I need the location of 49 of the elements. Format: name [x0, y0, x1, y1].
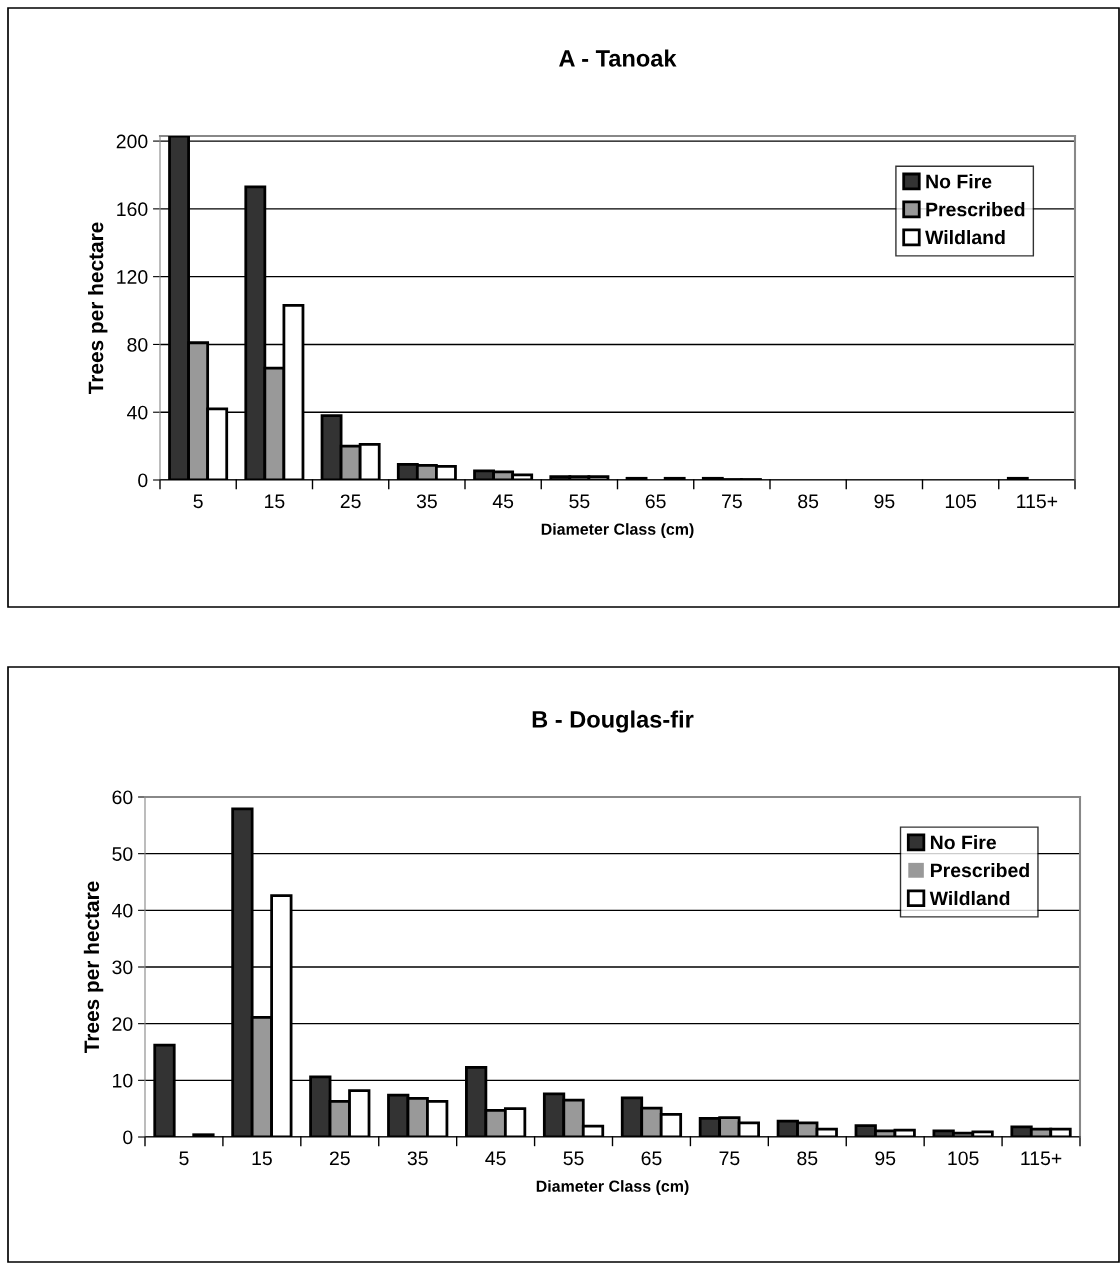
x-tick-label: 25	[340, 494, 361, 509]
x-tick-label: 5	[193, 494, 203, 509]
y-tick-label: 0	[138, 473, 148, 488]
chart-title: B - Douglas-fir	[532, 710, 694, 733]
y-axis-title: Trees per hectare	[88, 222, 108, 395]
y-tick-label: 160	[117, 202, 148, 217]
x-tick-label: 105	[948, 1151, 979, 1166]
x-tick-label: 85	[797, 1151, 818, 1166]
y-tick-label: 60	[112, 790, 133, 805]
y-tick-label: 40	[127, 405, 148, 420]
y-tick-label: 10	[113, 1073, 133, 1088]
y-tick-label: 200	[116, 134, 148, 149]
x-tick-label: 95	[874, 494, 895, 509]
legend-label: No Fire	[926, 174, 992, 189]
x-tick-label: 5	[179, 1151, 189, 1166]
x-tick-label: 75	[722, 494, 742, 509]
x-tick-label: 65	[645, 494, 666, 509]
legend-label: No Fire	[930, 835, 996, 850]
y-tick-label: 80	[127, 337, 148, 352]
x-tick-label: 95	[875, 1151, 896, 1166]
x-tick-label: 25	[329, 1151, 350, 1166]
x-tick-label: 35	[407, 1151, 428, 1166]
x-tick-label: 45	[492, 494, 514, 509]
y-tick-label: 120	[117, 270, 148, 284]
x-tick-label: 105	[945, 494, 977, 509]
y-tick-label: 0	[123, 1130, 133, 1145]
y-tick-label: 30	[112, 960, 133, 975]
chart-title: A - Tanoak	[559, 49, 677, 67]
legend-label: Prescribed	[926, 202, 1025, 217]
x-axis-title: Diameter Class (cm)	[541, 523, 694, 539]
x-tick-label: 65	[641, 1151, 662, 1166]
x-tick-label: 55	[569, 494, 590, 509]
legend-label: Wildland	[925, 230, 1005, 245]
x-axis-title: Diameter Class (cm)	[536, 1180, 689, 1196]
x-tick-label: 115+	[1021, 1151, 1062, 1166]
x-tick-label: 45	[485, 1151, 506, 1166]
x-tick-label: 35	[416, 494, 437, 509]
y-tick-label: 40	[112, 903, 133, 918]
legend-label: Wildland	[929, 890, 1010, 906]
x-tick-label: 55	[563, 1151, 584, 1166]
x-tick-label: 15	[252, 1151, 272, 1166]
x-tick-label: 15	[265, 494, 285, 509]
x-tick-label: 75	[719, 1151, 740, 1166]
y-tick-label: 50	[112, 847, 133, 861]
y-tick-label: 20	[112, 1017, 133, 1031]
legend-label: Prescribed	[930, 862, 1029, 878]
x-tick-label: 115+	[1017, 494, 1058, 509]
x-tick-label: 85	[798, 494, 819, 509]
y-axis-title: Trees per hectare	[83, 881, 104, 1054]
